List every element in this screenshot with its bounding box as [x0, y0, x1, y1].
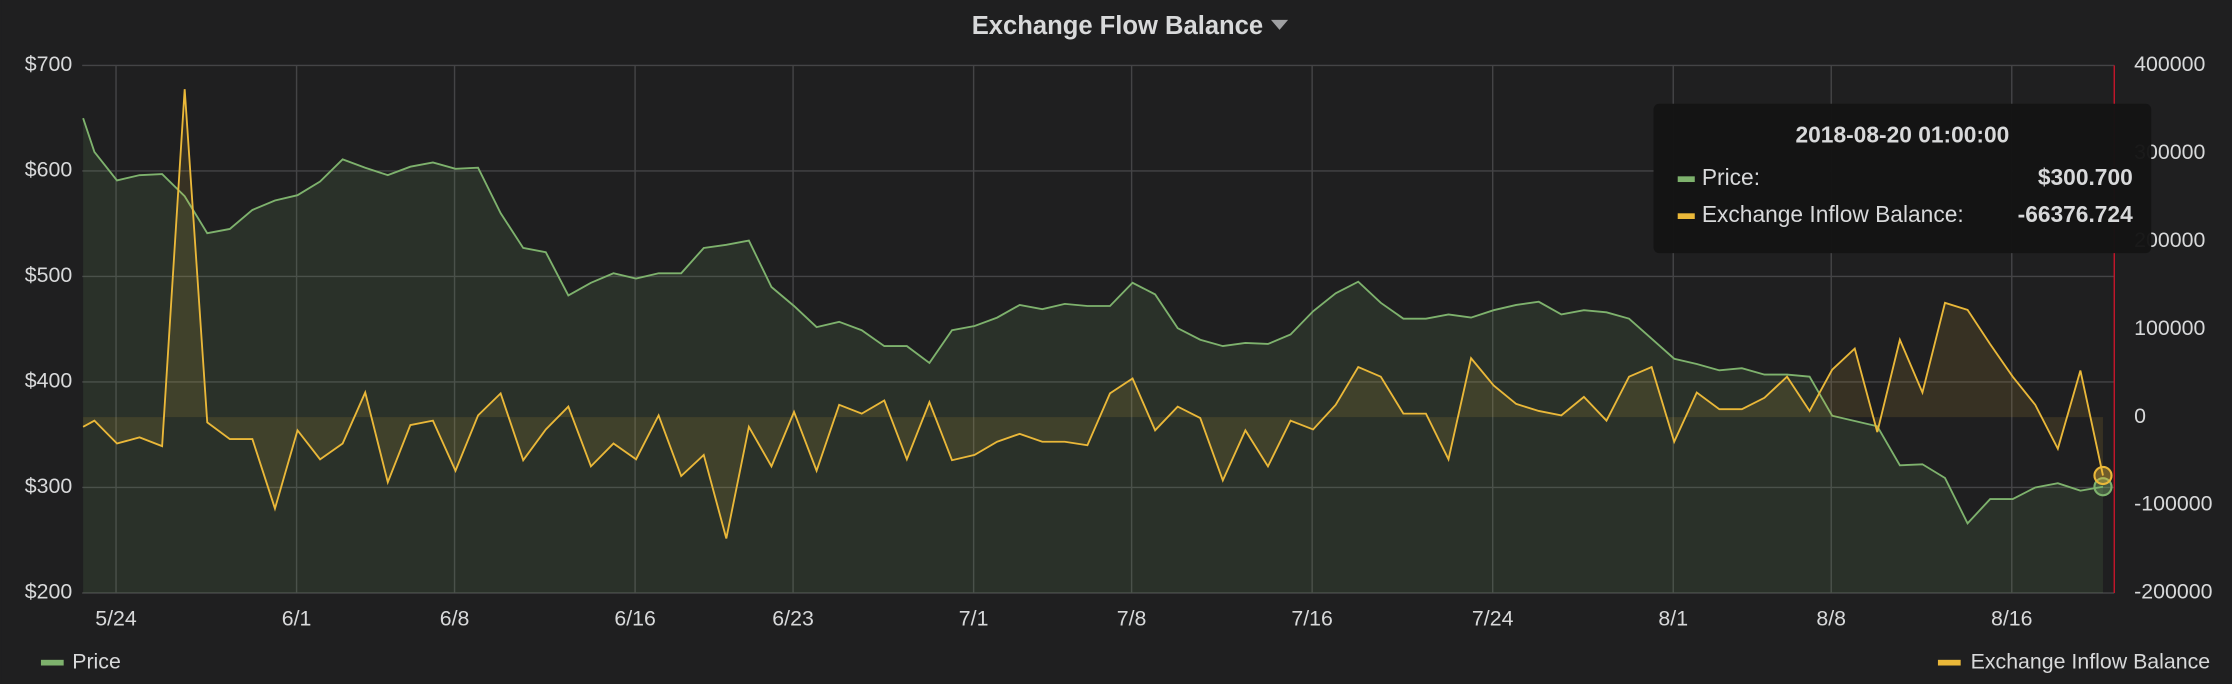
x-tick-label: 8/16 [1991, 607, 2033, 631]
y-tick-label: $600 [25, 158, 73, 182]
y-tick-label: $200 [25, 580, 73, 604]
x-tick-label: 6/8 [440, 607, 470, 631]
tooltip-label: Exchange Inflow Balance: [1702, 201, 1964, 227]
y-tick-label: $500 [25, 263, 73, 287]
x-tick-label: 7/16 [1291, 607, 1333, 631]
x-tick-label: 7/1 [959, 607, 989, 631]
y-tick-label: $300 [25, 474, 73, 498]
x-tick-label: 6/16 [614, 607, 656, 631]
tooltip: 2018-08-20 01:00:00 Price: $300.700 Exchang… [1653, 103, 2152, 254]
y2-tick-label: 100000 [2134, 316, 2205, 340]
x-tick-label: 5/24 [95, 607, 137, 631]
y-tick-label: $400 [25, 369, 73, 393]
tooltip-value: $300.700 [2038, 164, 2133, 190]
legend-label: Exchange Inflow Balance [1971, 649, 2211, 673]
legend-label: Price [72, 649, 121, 673]
x-tick-label: 7/24 [1472, 607, 1514, 631]
tooltip-value: -66376.724 [2018, 201, 2133, 227]
series-area [83, 118, 2103, 593]
x-tick-label: 6/1 [282, 607, 312, 631]
tooltip-swatch [1677, 213, 1695, 219]
x-tick-label: 8/8 [1816, 607, 1846, 631]
y2-tick-label: 400000 [2134, 52, 2205, 76]
series-line [82, 89, 2104, 539]
y-tick-label: $700 [25, 52, 73, 76]
series-line [82, 117, 2104, 525]
y2-tick-label: -200000 [2134, 580, 2212, 604]
legend-swatch [40, 659, 64, 666]
x-tick-label: 6/23 [772, 607, 814, 631]
legend-swatch [1937, 659, 1961, 666]
title-dropdown-caret[interactable] [1271, 19, 1289, 30]
y2-tick-label: 0 [2134, 404, 2146, 428]
tooltip-swatch [1677, 176, 1695, 183]
series-area [83, 89, 2103, 539]
tooltip-box [1653, 103, 2152, 254]
y2-tick-label: -100000 [2134, 492, 2212, 516]
tooltip-label: Price: [1702, 164, 1760, 190]
hover-point [2093, 465, 2113, 486]
tooltip-title: 2018-08-20 01:00:00 [1796, 122, 2010, 148]
x-tick-label: 8/1 [1658, 607, 1688, 631]
chart-title[interactable]: Exchange Flow Balance [972, 12, 1263, 40]
x-tick-label: 7/8 [1117, 607, 1147, 631]
